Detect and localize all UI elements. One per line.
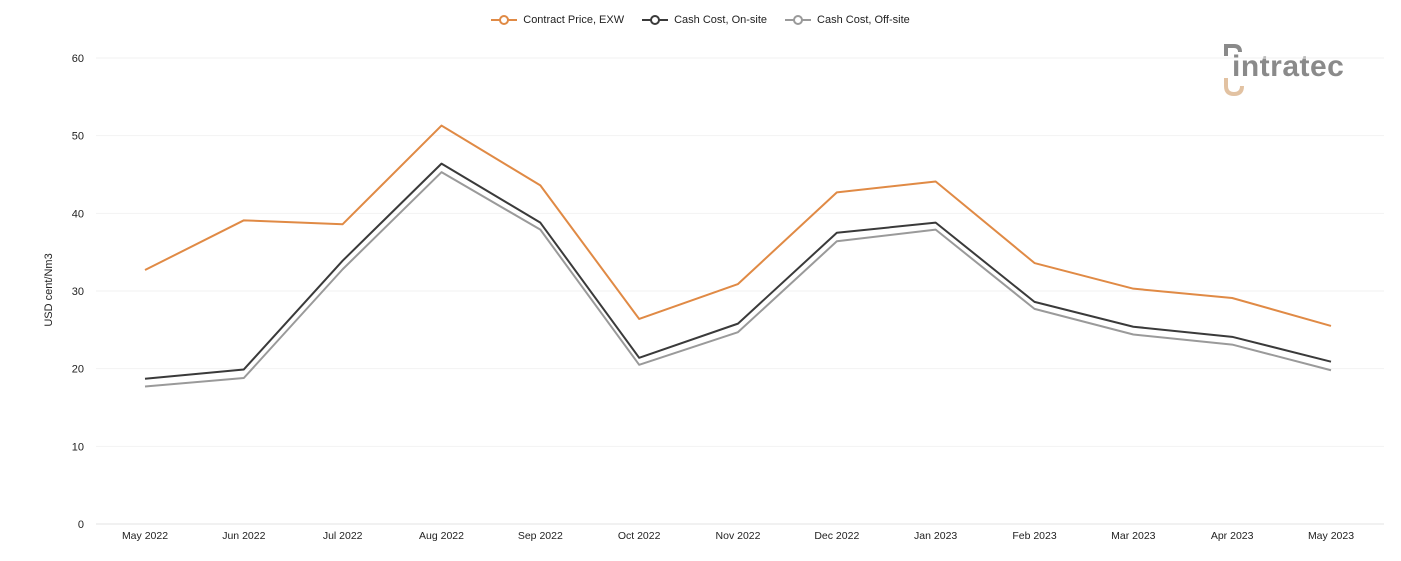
y-tick-label: 0: [78, 519, 84, 531]
intratec-logo: intratec: [1222, 42, 1372, 98]
x-tick-label: Aug 2022: [419, 530, 464, 542]
x-tick-label: May 2022: [122, 530, 168, 542]
grid: [96, 57, 1384, 525]
y-tick-label: 30: [72, 286, 84, 298]
x-tick-label: Sep 2022: [518, 530, 563, 542]
legend: Contract Price, EXW Cash Cost, On-site C…: [0, 14, 1401, 26]
legend-item-cash-cost-offsite[interactable]: Cash Cost, Off-site: [785, 14, 910, 26]
legend-marker-icon: [785, 14, 812, 26]
x-tick-label: Dec 2022: [814, 530, 859, 542]
x-tick-label: Nov 2022: [716, 530, 761, 542]
legend-marker-icon: [491, 14, 518, 26]
y-tick-label: 50: [72, 131, 84, 143]
logo-mark-icon: [1224, 44, 1244, 97]
series-line-contract-price-exw[interactable]: [144, 124, 1332, 327]
legend-circle-icon: [650, 15, 661, 25]
y-tick-label: 20: [72, 364, 84, 376]
y-tick-label: 60: [72, 53, 84, 65]
legend-item-cash-cost-onsite[interactable]: Cash Cost, On-site: [642, 14, 767, 26]
legend-label: Cash Cost, On-site: [674, 14, 768, 26]
x-tick-label: Jun 2022: [222, 530, 265, 542]
legend-circle-icon: [793, 15, 804, 25]
y-axis: 0 10 20 30 40 50 60: [72, 53, 84, 531]
legend-circle-icon: [499, 15, 510, 25]
y-tick-label: 40: [72, 208, 84, 220]
legend-item-contract-price[interactable]: Contract Price, EXW: [491, 14, 624, 26]
series-line-cash-cost-on-site[interactable]: [144, 162, 1332, 380]
x-tick-label: Mar 2023: [1111, 530, 1156, 542]
x-tick-label: May 2023: [1308, 530, 1354, 542]
series-line-cash-cost-off-site[interactable]: [144, 171, 1332, 388]
x-tick-label: Oct 2022: [618, 530, 661, 542]
y-tick-label: 10: [72, 441, 84, 453]
x-axis: May 2022 Jun 2022 Jul 2022 Aug 2022 Sep 2022…: [122, 530, 1354, 542]
logo-wordmark: intratec: [1232, 50, 1345, 83]
x-tick-label: Feb 2023: [1012, 530, 1057, 542]
legend-marker-icon: [642, 14, 669, 26]
legend-label: Contract Price, EXW: [523, 14, 625, 26]
x-tick-label: Jul 2022: [323, 530, 363, 542]
series-lines: [144, 124, 1332, 388]
x-tick-label: Jan 2023: [914, 530, 957, 542]
y-axis-label: USD cent/Nm3: [43, 253, 55, 326]
legend-label: Cash Cost, Off-site: [817, 14, 910, 26]
x-tick-label: Apr 2023: [1211, 530, 1254, 542]
